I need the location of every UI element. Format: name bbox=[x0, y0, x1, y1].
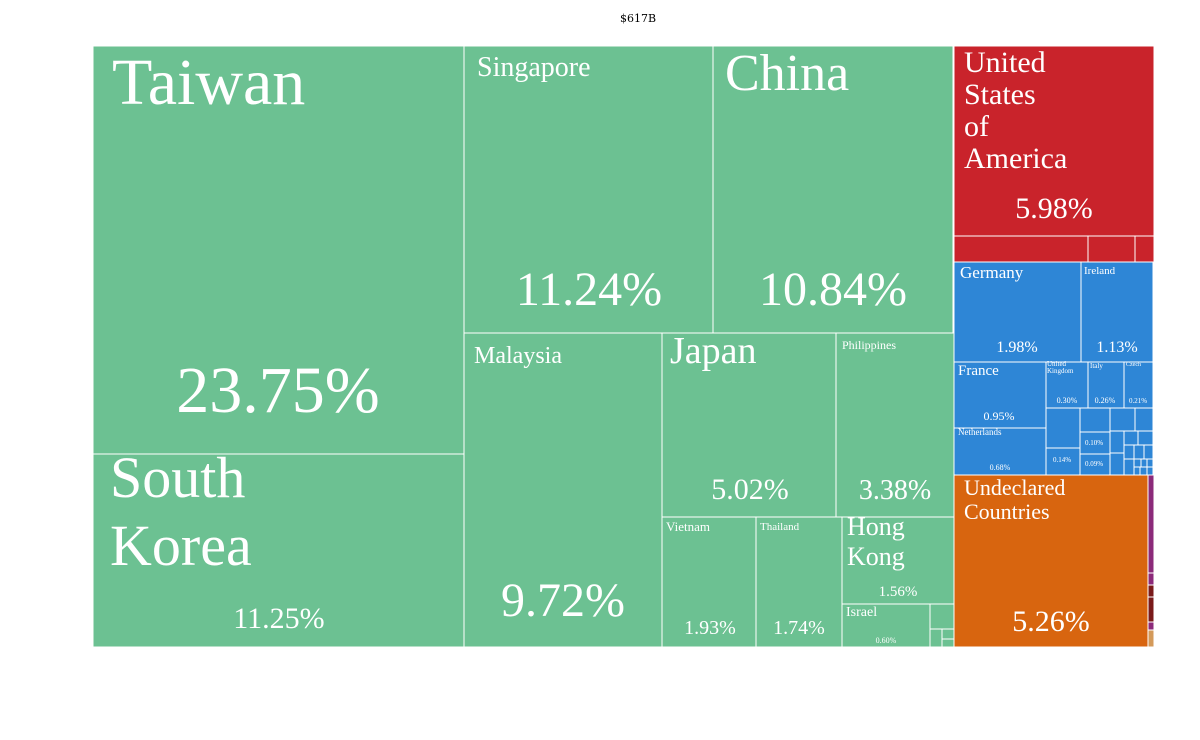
africa-tile bbox=[1147, 474, 1155, 574]
tile-share-italy: 0.26% bbox=[1095, 396, 1116, 405]
tile-label-thailand: Thailand bbox=[760, 521, 800, 533]
tile-share-taiwan: 23.75% bbox=[176, 354, 379, 427]
americas-small-tile bbox=[1087, 235, 1136, 263]
tile-label-united-states-of-america: United bbox=[964, 46, 1046, 79]
europe-small-tile bbox=[1079, 407, 1111, 433]
tile-share-czech: 0.21% bbox=[1129, 397, 1147, 405]
americas-small-tile bbox=[1134, 235, 1155, 263]
tile-label-united-kingdom: United bbox=[1047, 360, 1067, 368]
tile-label-united-kingdom: Kingdom bbox=[1047, 367, 1074, 375]
tile-czech bbox=[1123, 361, 1154, 409]
asia-small-tile bbox=[929, 628, 943, 648]
tile-share-undeclared-countries: 5.26% bbox=[1012, 605, 1090, 638]
tile-label-japan: Japan bbox=[670, 330, 757, 372]
tile-thailand bbox=[755, 516, 843, 648]
tile-label-philippines: Philippines bbox=[842, 338, 896, 352]
europe-small-tile bbox=[1109, 407, 1136, 432]
europe-small-tile bbox=[1133, 458, 1142, 468]
tile-label-malaysia: Malaysia bbox=[474, 343, 562, 369]
tile-share-china: 10.84% bbox=[759, 263, 907, 316]
tile-label-ireland: Ireland bbox=[1084, 265, 1116, 277]
europe-small-tile bbox=[1140, 458, 1148, 468]
tile-share-singapore: 11.24% bbox=[516, 263, 662, 316]
tile-vietnam bbox=[661, 516, 757, 648]
europe-small-tile bbox=[1146, 458, 1154, 468]
tile-share-malaysia: 9.72% bbox=[501, 574, 625, 627]
tile-label-france: France bbox=[958, 363, 999, 379]
europe-small-tile bbox=[1133, 466, 1141, 476]
tile-share-unnamed: 0.09% bbox=[1085, 460, 1103, 468]
tile-share-thailand: 1.74% bbox=[773, 617, 825, 639]
asia-small-tile bbox=[929, 603, 955, 630]
tile-share-unnamed: 0.10% bbox=[1085, 439, 1103, 447]
tile-label-singapore: Singapore bbox=[477, 52, 591, 83]
tile-label-netherlands: Netherlands bbox=[958, 427, 1002, 437]
tile-label-south-korea: South bbox=[110, 445, 245, 510]
europe-small-tile bbox=[1045, 407, 1081, 449]
other-tile bbox=[1147, 596, 1155, 623]
tile-share-united-kingdom: 0.30% bbox=[1057, 396, 1078, 405]
europe-small-tile bbox=[1123, 458, 1135, 476]
tile-share-united-states-of-america: 5.98% bbox=[1015, 192, 1093, 225]
tile-share-vietnam: 1.93% bbox=[684, 617, 736, 639]
tile-israel bbox=[841, 603, 931, 648]
tile-label-undeclared-countries: Countries bbox=[964, 499, 1050, 524]
tile-united-states-of-america bbox=[953, 45, 1155, 237]
other-tile bbox=[1147, 629, 1155, 648]
tile-label-hong-kong: Hong bbox=[847, 512, 905, 541]
tile-netherlands bbox=[953, 427, 1047, 476]
tile-share-ireland: 1.13% bbox=[1096, 339, 1137, 356]
tile-japan bbox=[661, 332, 837, 518]
tile-france bbox=[953, 361, 1047, 429]
tile-share-philippines: 3.38% bbox=[859, 475, 931, 506]
tile-share-south-korea: 11.25% bbox=[233, 602, 324, 635]
europe-small-tile bbox=[1146, 466, 1154, 476]
tile-label-italy: Italy bbox=[1090, 362, 1103, 370]
europe-small-tile bbox=[1134, 407, 1154, 432]
tile-share-germany: 1.98% bbox=[996, 339, 1037, 356]
tile-share-france: 0.95% bbox=[984, 409, 1015, 423]
tile-label-taiwan: Taiwan bbox=[112, 46, 305, 119]
tile-south-korea bbox=[92, 453, 465, 648]
tile-share-israel: 0.60% bbox=[876, 636, 897, 645]
europe-small-tile bbox=[1143, 444, 1154, 460]
chart-title: $617B bbox=[619, 12, 657, 25]
tile-label-undeclared-countries: Undeclared bbox=[964, 475, 1065, 500]
americas-small-tile bbox=[953, 235, 1089, 263]
tile-label-united-states-of-america: America bbox=[964, 142, 1067, 175]
tile-label-united-states-of-america: of bbox=[964, 110, 989, 143]
tile-germany bbox=[953, 261, 1082, 363]
tile-label-united-states-of-america: States bbox=[964, 78, 1036, 111]
other-tile bbox=[1147, 621, 1155, 631]
europe-small-tile bbox=[1139, 466, 1148, 476]
europe-small-tile bbox=[1123, 430, 1139, 446]
other-tile bbox=[1147, 584, 1155, 598]
tile-share-netherlands: 0.68% bbox=[990, 463, 1011, 472]
tile-label-hong-kong: Kong bbox=[847, 542, 905, 571]
europe-small-tile bbox=[1133, 444, 1145, 460]
tile-malaysia bbox=[463, 332, 663, 648]
tile-share-japan: 5.02% bbox=[711, 473, 789, 506]
asia-small-tile bbox=[941, 628, 955, 640]
tile-label-czech: Czech bbox=[1126, 362, 1141, 368]
tile-ireland bbox=[1080, 261, 1154, 363]
asia-small-tile bbox=[941, 638, 955, 648]
tile-undeclared-countries bbox=[953, 474, 1149, 648]
tile-label-vietnam: Vietnam bbox=[666, 519, 710, 534]
tile-label-israel: Israel bbox=[846, 605, 877, 620]
europe-small-tile bbox=[1137, 430, 1154, 446]
tile-china bbox=[712, 45, 954, 334]
tile-philippines bbox=[835, 332, 955, 518]
tile-share-hong-kong: 1.56% bbox=[879, 584, 918, 600]
tile-label-china: China bbox=[725, 45, 849, 102]
tile-label-germany: Germany bbox=[960, 263, 1024, 282]
europe-small-tile bbox=[1109, 452, 1125, 476]
africa-tile bbox=[1147, 572, 1155, 586]
tile-share-unnamed: 0.14% bbox=[1053, 456, 1071, 464]
europe-small-tile bbox=[1123, 444, 1135, 460]
tile-label-south-korea: Korea bbox=[110, 513, 252, 578]
europe-small-tile bbox=[1109, 430, 1125, 454]
